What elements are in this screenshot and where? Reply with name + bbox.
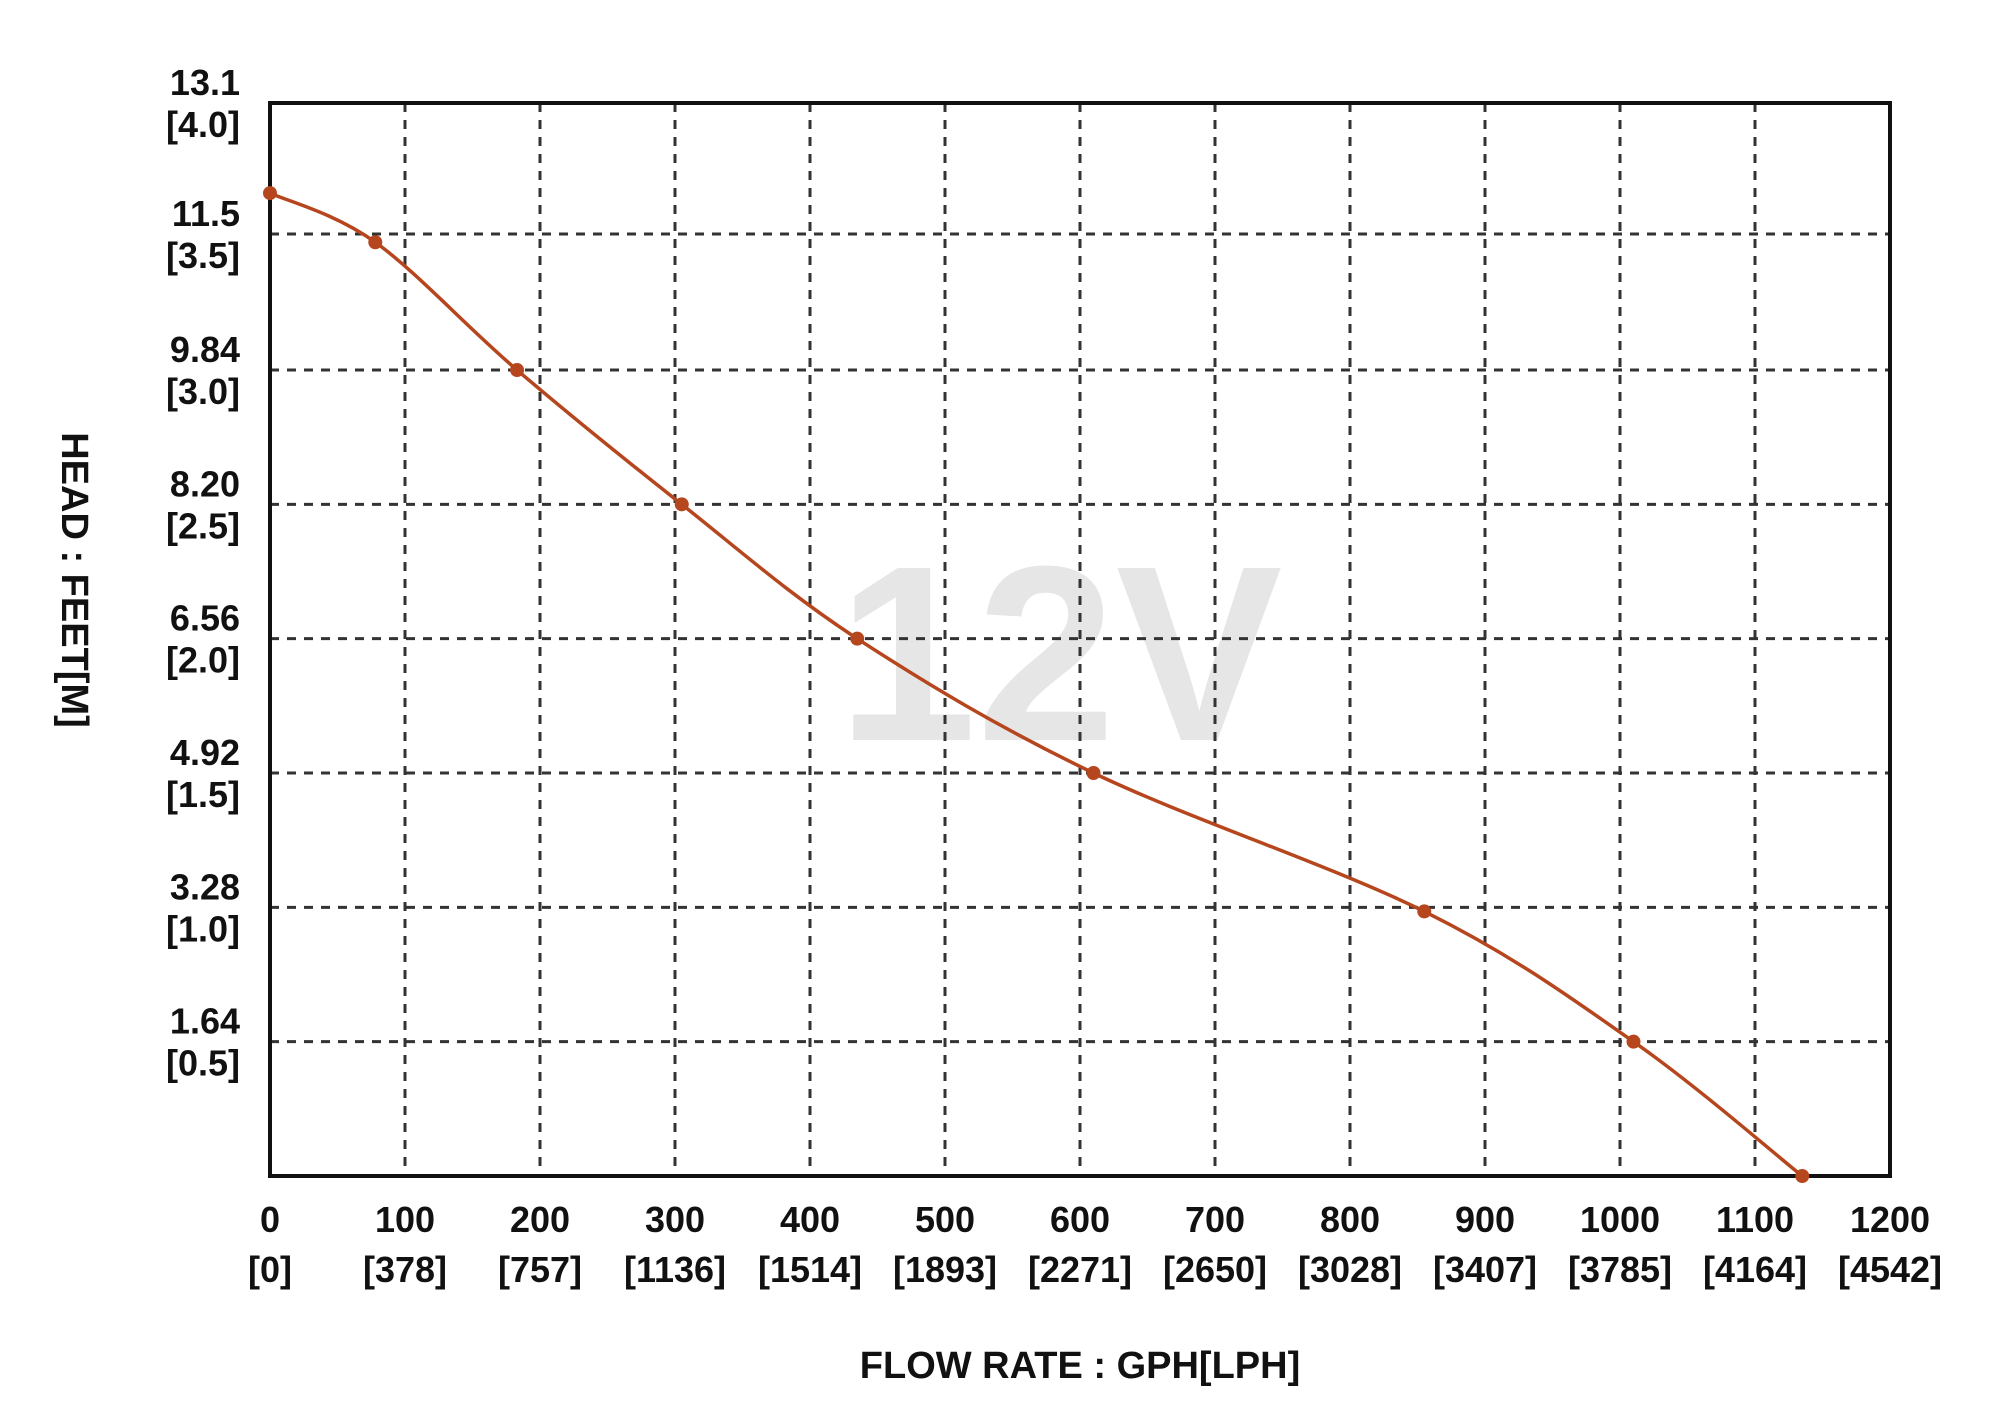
data-point	[850, 631, 865, 646]
x-tick-label: 500	[915, 1199, 975, 1240]
y-tick-label: 8.20	[170, 463, 240, 504]
x-tick-label: 1000	[1580, 1199, 1660, 1240]
series-layer	[263, 186, 1810, 1183]
y-tick-label: 11.5	[172, 193, 240, 234]
chart-watermark: 12V	[838, 514, 1283, 793]
y-tick-sublabel: [4.0]	[166, 104, 240, 145]
data-point	[1086, 766, 1101, 781]
data-point	[1626, 1034, 1641, 1049]
x-tick-sublabel: [4542]	[1838, 1249, 1942, 1290]
x-tick-sublabel: [1136]	[624, 1249, 726, 1290]
x-tick-label: 0	[260, 1199, 280, 1240]
x-tick-label: 400	[780, 1199, 840, 1240]
x-tick-label: 700	[1185, 1199, 1245, 1240]
data-point	[674, 497, 689, 512]
data-point	[510, 363, 525, 378]
x-tick-label: 200	[510, 1199, 570, 1240]
y-tick-label: 13.1	[170, 62, 240, 103]
x-tick-sublabel: [378]	[363, 1249, 447, 1290]
x-axis-title: FLOW RATE : GPH[LPH]	[860, 1345, 1300, 1387]
y-tick-sublabel: [2.0]	[166, 640, 240, 681]
x-tick-label: 300	[645, 1199, 705, 1240]
x-tick-labels: 0 [0] 100 [378] 200 [757] 300 [1136] 400 [1514] 50…	[248, 1199, 1942, 1290]
x-tick-label: 900	[1455, 1199, 1515, 1240]
x-tick-label: 1100	[1716, 1199, 1794, 1240]
x-tick-label: 1200	[1850, 1199, 1930, 1240]
y-tick-labels: 1.64[0.5] 3.28[1.0] 4.92[1.5] 6.56[2.0] 8.20…	[166, 62, 240, 1084]
y-axis-title: HEAD : FEET[M]	[53, 432, 95, 728]
y-tick-label: 6.56	[170, 598, 240, 639]
y-tick-sublabel: [3.5]	[166, 235, 240, 276]
series-line	[269, 191, 1804, 1178]
y-tick-label: 9.84	[170, 329, 240, 370]
x-tick-sublabel: [757]	[498, 1249, 582, 1290]
grid-lines	[270, 103, 1890, 1176]
y-tick-sublabel: [1.5]	[166, 774, 240, 815]
y-tick-sublabel: [0.5]	[166, 1043, 240, 1084]
x-tick-sublabel: [3407]	[1433, 1249, 1537, 1290]
y-tick-sublabel: [2.5]	[166, 505, 240, 546]
x-tick-sublabel: [1514]	[758, 1249, 862, 1290]
x-tick-sublabel: [1893]	[893, 1249, 997, 1290]
y-tick-sublabel: [1.0]	[166, 908, 240, 949]
y-tick-label: 4.92	[170, 732, 240, 773]
plot-frame	[268, 101, 1892, 1178]
x-tick-sublabel: [2271]	[1028, 1249, 1132, 1290]
y-tick-sublabel: [3.0]	[166, 371, 240, 412]
x-tick-label: 600	[1050, 1199, 1110, 1240]
y-tick-label: 3.28	[170, 866, 240, 907]
x-tick-label: 100	[375, 1199, 435, 1240]
y-tick-label: 1.64	[170, 1001, 240, 1042]
x-tick-sublabel: [2650]	[1163, 1249, 1267, 1290]
x-tick-sublabel: [4164]	[1703, 1249, 1807, 1290]
x-tick-sublabel: [0]	[248, 1249, 292, 1290]
x-tick-sublabel: [3028]	[1298, 1249, 1402, 1290]
x-tick-label: 800	[1320, 1199, 1380, 1240]
x-tick-sublabel: [3785]	[1568, 1249, 1672, 1290]
data-point	[1795, 1169, 1810, 1183]
data-point	[263, 186, 277, 201]
data-point	[1417, 904, 1432, 919]
data-point	[368, 235, 383, 250]
